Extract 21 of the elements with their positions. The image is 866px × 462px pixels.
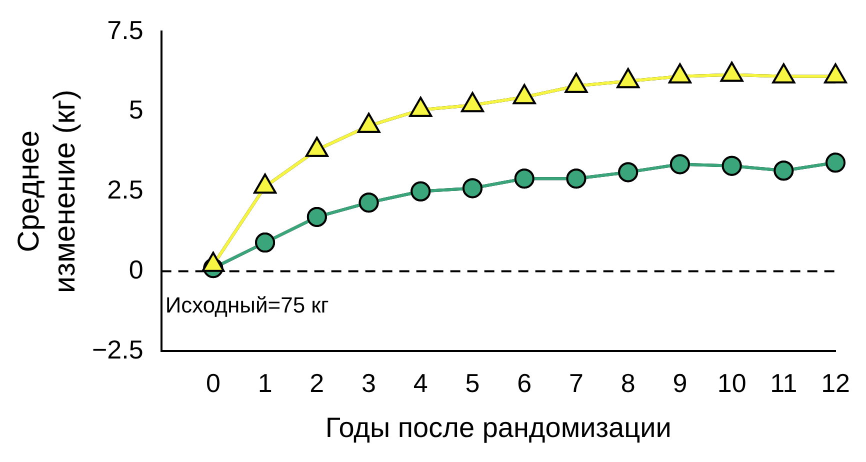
y-tick-label: 5 [128, 94, 144, 125]
x-tick-label: 2 [310, 368, 324, 398]
y-tick-label: 2.5 [107, 174, 144, 205]
y-tick-label: 7.5 [107, 14, 144, 45]
x-tick-label: 12 [821, 368, 850, 398]
x-tick-label: 5 [465, 368, 480, 398]
x-tick-label: 10 [717, 368, 746, 398]
x-tick-label: 3 [362, 368, 376, 398]
x-tick-label: 8 [620, 368, 636, 398]
y-tick-label: −2.5 [92, 334, 144, 364]
y-tick-label: 0 [128, 254, 144, 284]
x-tick-label: 11 [770, 368, 798, 398]
x-axis-title: Годы после рандомизации [325, 412, 672, 443]
x-tick-label: 6 [517, 368, 532, 398]
annotation: Исходный=75 кг [165, 292, 329, 318]
x-tick-label: 4 [413, 368, 428, 398]
x-tick-label: 0 [206, 368, 220, 398]
x-tick-label: 9 [672, 368, 688, 398]
x-tick-label: 7 [568, 368, 584, 398]
x-tick-label: 1 [258, 368, 272, 398]
y-axis-title: Среднее изменение (кг) [12, 90, 82, 294]
